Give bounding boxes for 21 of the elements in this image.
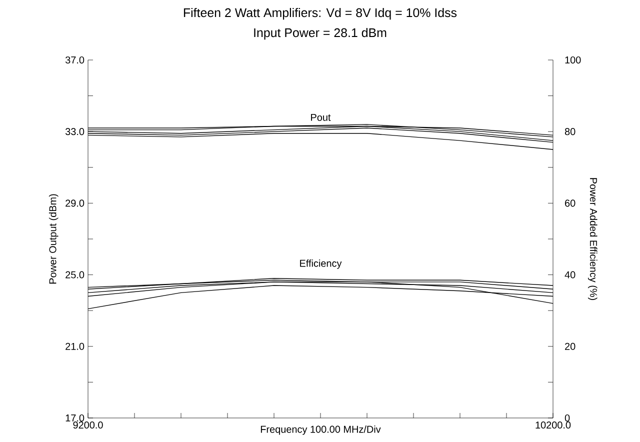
y2-tick-label: 0 — [564, 414, 570, 422]
y2-tick-label: 100 — [565, 56, 581, 64]
y2-tick-label: 20 — [565, 342, 576, 350]
y-tick-label: 21.0 — [66, 342, 84, 350]
chart-title: Fifteen 2 Watt Amplifiers: Vd = 8V Idq = 10% Idss — [184, 8, 457, 20]
y2-tick-label: 60 — [565, 200, 576, 207]
annotation: Efficiency — [300, 260, 342, 269]
x-tick-label: 9200.0 — [73, 422, 103, 429]
annotation: Pout — [311, 114, 331, 121]
y2-tick-label: 80 — [564, 128, 576, 136]
y-tick-label: 33.0 — [65, 128, 84, 136]
x-axis-title: Frequency 100.00 MHz/Div — [260, 426, 381, 435]
y-tick-label: 37.0 — [65, 56, 84, 64]
y-tick-label: 25.0 — [66, 271, 84, 278]
y-tick-label: 29.0 — [66, 200, 84, 207]
y2-axis-title: Power Added Efficiency (%) — [588, 178, 598, 300]
x-tick-label: 10200.0 — [536, 422, 571, 429]
y2-tick-label: 40 — [564, 271, 576, 278]
y-tick-label: 17.0 — [66, 414, 84, 422]
chart-subtitle: Input Power = 28.1 dBm — [254, 28, 386, 40]
y-axis-title: Power Output (dBm) — [48, 194, 58, 284]
